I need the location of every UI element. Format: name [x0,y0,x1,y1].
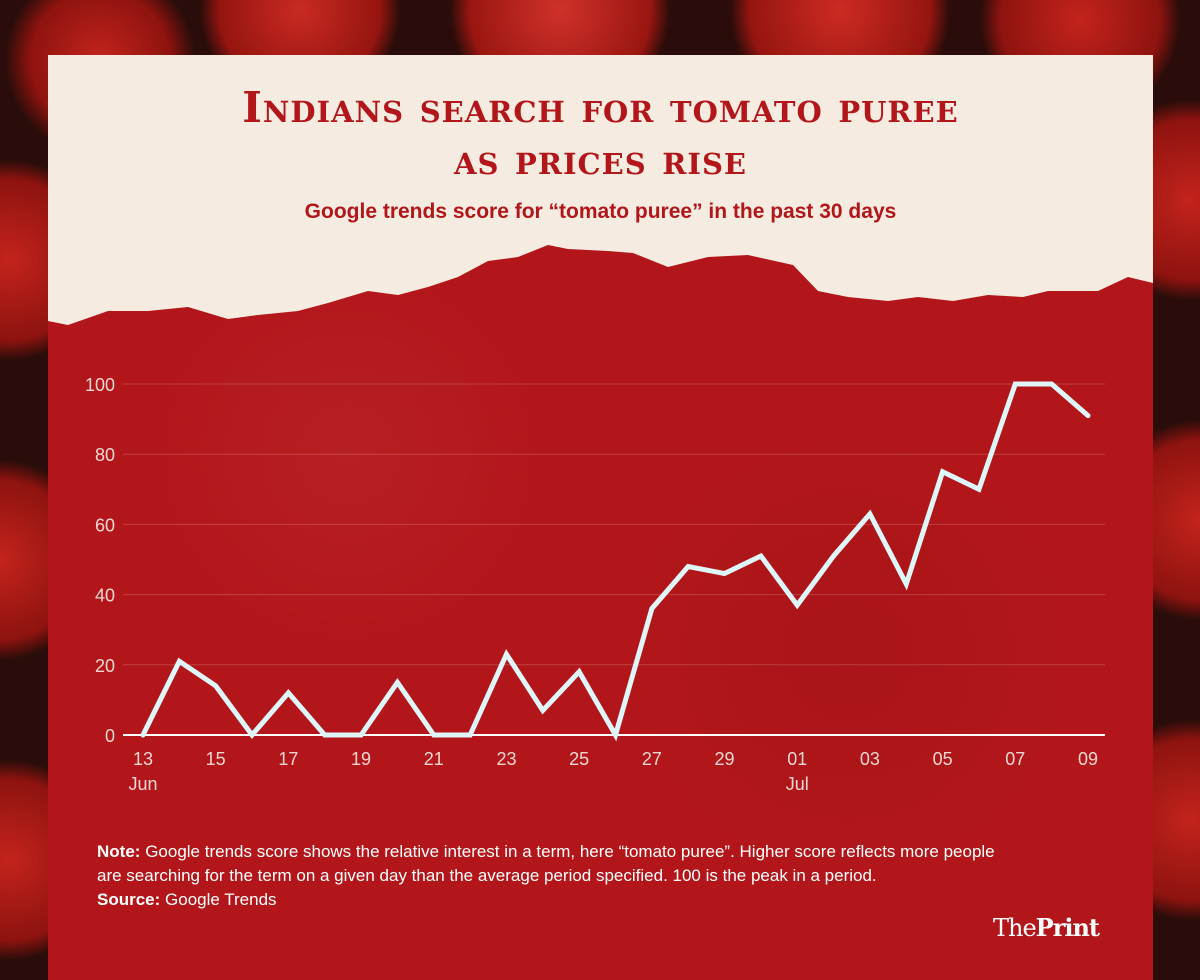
note-block: Note: Google trends score shows the rela… [97,840,997,912]
x-month-label: Jul [786,774,809,794]
x-tick-label: 07 [1005,749,1025,769]
note-text: Google trends score shows the relative i… [97,842,995,885]
y-tick-label: 60 [95,515,115,535]
torn-paper-header [48,55,1153,325]
x-tick-label: 21 [424,749,444,769]
x-tick-label: 23 [496,749,516,769]
chart-title: Indians search for tomato puree as prices… [48,82,1153,186]
y-tick-label: 40 [95,586,115,606]
x-tick-label: 05 [933,749,953,769]
x-month-label: Jun [128,774,157,794]
source-text: Google Trends [165,890,277,909]
x-tick-label: 09 [1078,749,1098,769]
x-tick-label: 17 [278,749,298,769]
theprint-logo: ThePrint [993,913,1100,942]
y-tick-label: 0 [105,726,115,746]
x-tick-label: 19 [351,749,371,769]
x-tick-label: 01 [787,749,807,769]
series-line [140,381,1091,742]
x-tick-label: 13 [133,749,153,769]
x-tick-label: 27 [642,749,662,769]
chart-subtitle: Google trends score for “tomato puree” i… [304,200,897,223]
x-tick-label: 29 [715,749,735,769]
x-tick-label: 15 [206,749,226,769]
source-label: Source: [97,890,161,909]
x-tick-label: 03 [860,749,880,769]
title-line-2: as prices rise [453,135,747,184]
x-tick-label: 25 [569,749,589,769]
title-line-1: Indians search for tomato puree [242,83,959,132]
note-label: Note: [97,842,141,861]
y-tick-label: 80 [95,445,115,465]
y-tick-label: 100 [85,375,115,395]
y-tick-label: 20 [95,656,115,676]
